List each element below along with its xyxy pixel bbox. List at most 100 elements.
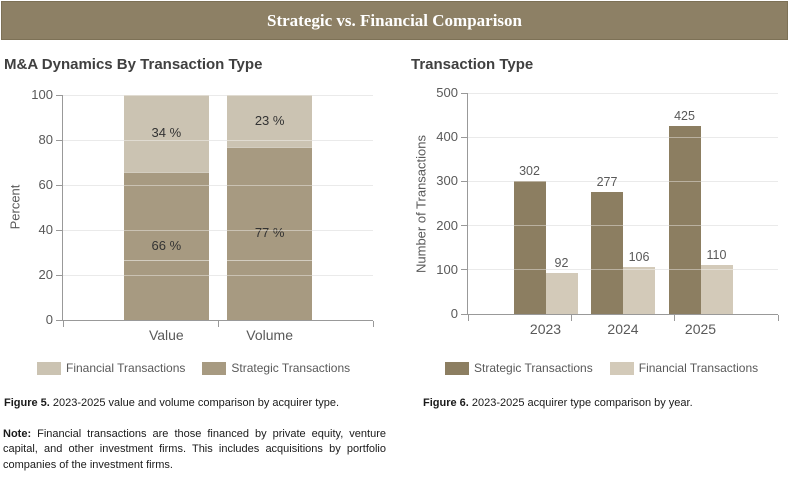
legend-item-financial: Financial Transactions — [609, 361, 759, 375]
bar-value-label: 302 — [519, 163, 540, 178]
gridline-overlay — [63, 94, 373, 96]
gridline — [468, 136, 778, 138]
legend-item-strategic: Strategic Transactions — [445, 361, 593, 375]
chart-panel-left: M&A Dynamics By Transaction Type Percent… — [0, 44, 398, 478]
y-axis-tick-mark — [461, 136, 467, 138]
figure-6-text: 2023-2025 acquirer type comparison by ye… — [468, 397, 693, 409]
bar-segment-value-financial: 34 % — [123, 95, 209, 172]
report-title: Strategic vs. Financial Comparison — [267, 11, 522, 30]
figure-6-caption: Figure 6. 2023-2025 acquirer type compar… — [423, 397, 693, 409]
x-axis-tick-label: Volume — [246, 327, 293, 343]
report-header: Strategic vs. Financial Comparison — [1, 1, 788, 40]
x-axis-tick-mark — [372, 321, 374, 327]
bar-2024-strategic — [591, 191, 623, 314]
x-axis-tick-mark — [777, 315, 779, 321]
y-axis-tick-mark — [461, 92, 467, 94]
gridline — [63, 274, 373, 276]
y-axis-tick-mark — [461, 180, 467, 182]
bar-inner-line — [123, 259, 209, 261]
x-axis-tick-mark — [217, 321, 219, 327]
legend-item-strategic: Strategic Transactions — [202, 361, 350, 375]
x-axis-tick-mark — [570, 315, 572, 321]
segment-percent-label: 77 % — [254, 225, 285, 241]
gridline-overlay — [468, 269, 778, 271]
legend-swatch-strategic — [202, 361, 227, 375]
gridline-overlay — [63, 229, 373, 231]
gridline — [63, 139, 373, 141]
y-axis-tick-label: 500 — [436, 85, 458, 100]
legend-label-financial: Financial Transactions — [66, 361, 186, 375]
right-plot-area: 0 100 200 300 400 500 302 92 2023 277 106 2024 425 11… — [436, 85, 779, 337]
legend-swatch-financial — [609, 361, 634, 375]
left-chart-title: M&A Dynamics By Transaction Type — [4, 56, 263, 73]
right-chart-title: Transaction Type — [411, 56, 534, 73]
figure-5-label: Figure 5. — [4, 397, 50, 409]
bar-inner-line — [227, 259, 313, 261]
y-axis-tick-label: 60 — [38, 177, 53, 192]
gridline-overlay — [468, 225, 778, 227]
y-axis-tick-label: 400 — [436, 129, 458, 145]
bar-value-label: 425 — [674, 109, 695, 124]
bar-value-label: 110 — [706, 248, 727, 263]
right-y-axis-label: Number of Transactions — [413, 134, 429, 274]
legend-label-strategic: Strategic Transactions — [474, 361, 593, 375]
y-axis-tick-mark — [56, 319, 62, 321]
y-axis-tick-label: 0 — [45, 312, 53, 327]
segment-divider — [227, 146, 313, 148]
y-axis-tick-label: 20 — [38, 267, 53, 282]
gridline — [468, 225, 778, 227]
y-axis-tick-mark — [461, 313, 467, 315]
y-axis-tick-mark — [56, 274, 62, 276]
x-axis-tick-mark — [674, 315, 676, 321]
note-text: Financial transactions are those finance… — [3, 428, 386, 471]
legend-label-financial: Financial Transactions — [638, 361, 759, 375]
segment-percent-label: 66 % — [151, 237, 182, 253]
bar-segment-value-strategic: 66 % — [123, 171, 209, 320]
bar-2025-strategic — [668, 126, 701, 314]
gridline-overlay — [63, 139, 373, 141]
y-axis-tick-mark — [56, 229, 62, 231]
bar-segment-volume-financial: 23 % — [227, 95, 313, 147]
note-label: Note: — [3, 428, 32, 440]
note-paragraph: Note: Financial transactions are those f… — [3, 427, 386, 473]
legend-item-financial: Financial Transactions — [37, 361, 185, 375]
y-axis-tick-label: 200 — [436, 217, 458, 233]
bar-value-label: 106 — [628, 250, 650, 265]
x-axis-tick-label: Value — [148, 327, 184, 343]
bar-segment-volume-strategic: 77 % — [227, 146, 313, 320]
x-axis-tick-label: 2024 — [607, 321, 639, 337]
bar-2024-financial — [623, 267, 655, 314]
x-axis-tick-mark — [467, 315, 469, 321]
right-legend: Strategic Transactions Financial Transact… — [445, 361, 775, 375]
y-axis-tick-mark — [56, 139, 62, 141]
gridline-overlay — [468, 136, 778, 138]
gridline — [63, 229, 373, 231]
gridline-overlay — [63, 274, 373, 276]
x-axis-tick-label: 2023 — [529, 321, 562, 337]
segment-divider — [123, 171, 209, 173]
gridline — [468, 180, 778, 182]
gridline — [63, 94, 373, 96]
chart-panel-right: Transaction Type Number of Transactions … — [405, 44, 789, 478]
y-axis-tick-label: 40 — [38, 222, 53, 237]
x-axis-tick-mark — [62, 321, 64, 327]
gridline-overlay — [468, 92, 778, 94]
legend-swatch-strategic — [445, 361, 469, 375]
y-axis-tick-mark — [56, 184, 62, 186]
bar-2023-financial — [545, 273, 578, 314]
left-plot-area: 0 20 40 60 80 100 66 % 34 % Value 77 % 23 % Volume — [31, 87, 374, 343]
bar-2023-strategic — [513, 180, 546, 314]
legend-label-strategic: Strategic Transactions — [231, 361, 351, 375]
y-axis-tick-mark — [56, 94, 62, 96]
left-legend: Financial Transactions Strategic Transact… — [37, 361, 367, 375]
figure-5-caption: Figure 5. 2023-2025 value and volume com… — [4, 397, 339, 409]
gridline-overlay — [63, 184, 373, 186]
gridline-overlay — [468, 180, 778, 182]
bar-value-label: 277 — [596, 174, 618, 189]
segment-percent-label: 34 % — [151, 125, 182, 141]
y-axis-tick-mark — [461, 269, 467, 271]
figure-6-label: Figure 6. — [423, 397, 469, 409]
y-axis-tick-label: 100 — [436, 261, 458, 277]
y-axis-tick-label: 300 — [436, 173, 458, 189]
